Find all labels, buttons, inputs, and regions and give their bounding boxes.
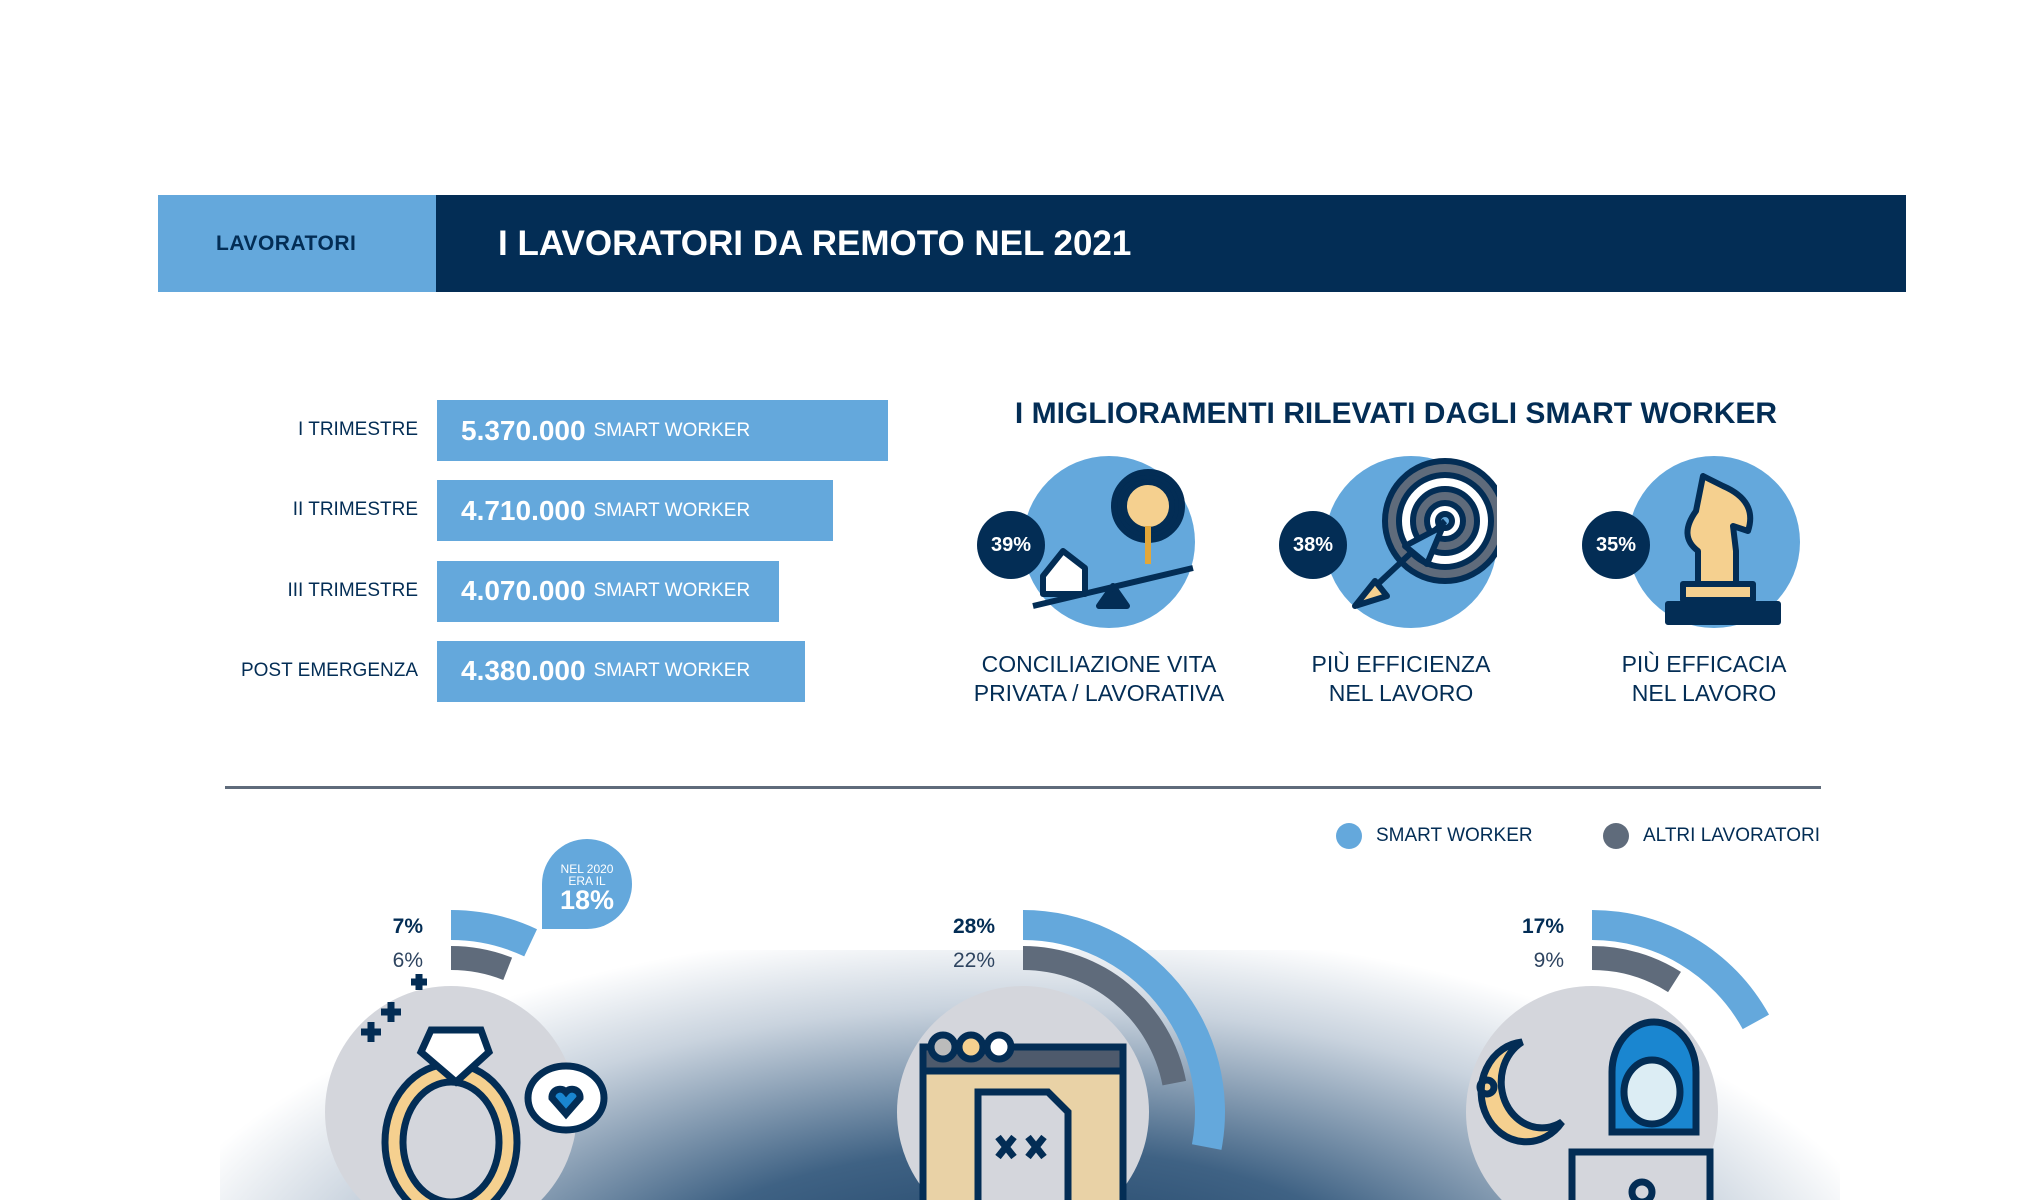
improvements-title: I MIGLIORAMENTI RILEVATI DAGLI SMART WOR… xyxy=(1014,397,1778,430)
arc-altri-lavoratori xyxy=(1592,946,1681,993)
smart-worker-percentage: 28% xyxy=(952,915,995,938)
bar-category-label: POST EMERGENZA xyxy=(240,659,418,681)
bar-unit-label: SMART WORKER xyxy=(593,499,751,521)
legend-dot-altri-lavoratori xyxy=(1603,823,1629,849)
bar-unit-label: SMART WORKER xyxy=(593,580,751,602)
target-arrow-icon xyxy=(1352,458,1508,609)
bar-value-label: 4.710.000 xyxy=(461,494,586,526)
chess-knight-icon xyxy=(1665,473,1781,625)
arc-smart-worker xyxy=(1023,910,1225,1150)
section-label: LAVORATORI xyxy=(158,195,436,292)
bar-value-label: 4.380.000 xyxy=(461,655,586,687)
divider xyxy=(225,786,1821,789)
legend-altri-lavoratori: ALTRI LAVORATORI xyxy=(1643,825,1821,846)
bar-category-label: II TRIMESTRE xyxy=(292,499,418,521)
improvement-label-line2: PRIVATA / LAVORATIVA xyxy=(973,680,1225,706)
improvement-label-line2: NEL LAVORO xyxy=(1631,680,1777,706)
arc-smart-worker xyxy=(451,910,538,957)
improvement-label-line2: NEL LAVORO xyxy=(1328,680,1474,706)
bar-unit-label: SMART WORKER xyxy=(593,660,751,682)
bar-unit-label: SMART WORKER xyxy=(593,419,751,441)
improvement-circle xyxy=(1628,456,1800,628)
percentage-value: 38% xyxy=(1292,533,1334,556)
percentage-value: 39% xyxy=(990,533,1032,556)
ring-heart-icon xyxy=(361,974,608,1200)
bar: 5.370.000 SMART WORKER xyxy=(437,400,888,461)
bar: 4.710.000 SMART WORKER xyxy=(437,480,833,542)
improvement-label: CONCILIAZIONE VITA PRIVATA / LAVORATIVA xyxy=(949,650,1249,708)
legend-dot-smart-worker xyxy=(1336,823,1362,849)
note-line1: NEL 2020 xyxy=(560,862,614,876)
legend-smart-worker: SMART WORKER xyxy=(1376,825,1533,846)
bar-value-label: 5.370.000 xyxy=(461,414,586,446)
note-value: 18% xyxy=(559,885,615,915)
bar: 4.380.000 SMART WORKER xyxy=(437,640,805,702)
bar-category-label: I TRIMESTRE xyxy=(298,419,418,440)
bar: 4.070.000 SMART WORKER xyxy=(437,560,779,622)
note-line2: ERA IL xyxy=(568,874,606,888)
improvement-circle xyxy=(1325,456,1508,628)
altri-lavoratori-percentage: 6% xyxy=(392,949,423,972)
broken-document-icon xyxy=(919,1031,1127,1200)
altri-lavoratori-percentage: 22% xyxy=(952,949,995,972)
percentage-badge: 35% xyxy=(1582,511,1650,579)
bar-category-label: III TRIMESTRE xyxy=(287,579,418,601)
page-title: I LAVORATORI DA REMOTO NEL 2021 xyxy=(436,195,1906,292)
percentage-badge: 38% xyxy=(1279,511,1347,579)
percentage-badge: 39% xyxy=(977,511,1045,579)
improvement-label-line1: PIÙ EFFICACIA xyxy=(1621,651,1787,677)
house-seesaw-gear-icon xyxy=(1032,469,1194,609)
altri-lavoratori-percentage: 9% xyxy=(1533,949,1564,972)
percentage-value: 35% xyxy=(1595,533,1637,556)
note-bubble-2020: NEL 2020 ERA IL 18% xyxy=(542,839,632,929)
arc-altri-lavoratori xyxy=(451,946,513,980)
improvement-label-line1: CONCILIAZIONE VITA xyxy=(981,651,1217,677)
bar-value-label: 4.070.000 xyxy=(461,575,586,607)
improvement-label: PIÙ EFFICACIA NEL LAVORO xyxy=(1554,650,1854,708)
improvement-circle xyxy=(1023,456,1195,628)
improvement-label-line1: PIÙ EFFICIENZA xyxy=(1311,651,1491,677)
night-laptop-worker-icon xyxy=(1476,1018,1714,1200)
smart-worker-percentage: 7% xyxy=(392,915,423,938)
smart-worker-percentage: 17% xyxy=(1521,915,1564,938)
arc-smart-worker xyxy=(1592,910,1770,1030)
improvement-label: PIÙ EFFICIENZA NEL LAVORO xyxy=(1251,650,1551,708)
arc-altri-lavoratori xyxy=(1023,946,1187,1086)
